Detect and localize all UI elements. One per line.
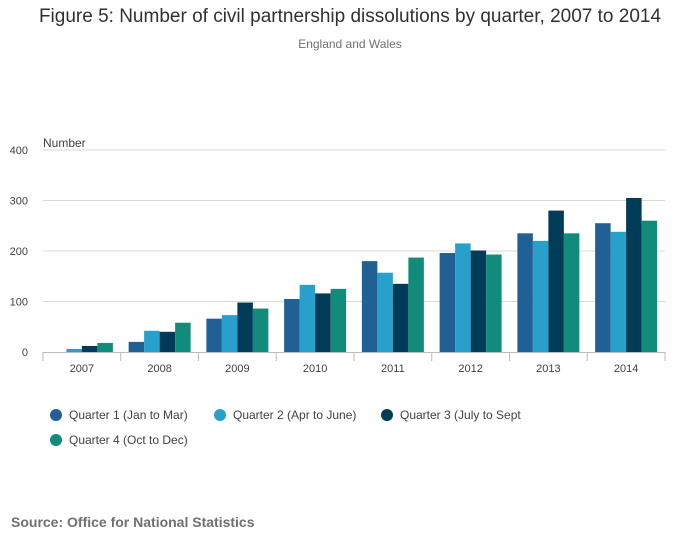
bar-2007-q3 bbox=[81, 345, 98, 352]
bar-2008-q3 bbox=[159, 331, 176, 352]
y-tick-label: 200 bbox=[10, 246, 28, 258]
x-tick-label: 2008 bbox=[147, 363, 171, 375]
bar-2009-q2 bbox=[221, 315, 238, 352]
bar-2012-q1 bbox=[439, 253, 456, 352]
bar-2011-q3 bbox=[392, 283, 409, 352]
x-tick-label: 2011 bbox=[381, 363, 405, 375]
x-tick-label: 2013 bbox=[536, 363, 560, 375]
legend-swatch bbox=[381, 409, 393, 421]
legend-label: Quarter 3 (July to Sept bbox=[400, 408, 521, 422]
bar-2008-q1 bbox=[128, 341, 145, 352]
legend-swatch bbox=[50, 409, 62, 421]
legend-label: Quarter 1 (Jan to Mar) bbox=[69, 408, 188, 422]
y-tick-label: 300 bbox=[10, 196, 28, 208]
bar-2009-q4 bbox=[252, 308, 269, 352]
y-tick-label: 0 bbox=[22, 347, 28, 359]
bar-2007-q2 bbox=[66, 348, 82, 352]
bar-2010-q3 bbox=[315, 293, 331, 352]
bar-2010-q1 bbox=[284, 298, 300, 352]
bar-2014-q2 bbox=[610, 231, 627, 352]
bar-2009-q1 bbox=[206, 318, 222, 352]
y-tick-label: 400 bbox=[10, 145, 28, 157]
x-tick-label: 2007 bbox=[70, 363, 94, 375]
bar-2013-q4 bbox=[563, 233, 580, 352]
chart-title: Figure 5: Number of civil partnership di… bbox=[38, 6, 662, 27]
legend-label: Quarter 2 (Apr to June) bbox=[233, 408, 357, 422]
legend-item-q4: Quarter 4 (Oct to Dec) bbox=[50, 433, 188, 447]
bar-2013-q1 bbox=[517, 233, 533, 352]
bar-2011-q4 bbox=[408, 257, 424, 352]
bar-2012-q3 bbox=[470, 250, 487, 352]
bar-2008-q2 bbox=[144, 330, 160, 352]
x-axis: 2007 2008 2009 2010 2011 2012 2013 2014 bbox=[42, 352, 666, 375]
bar-2008-q4 bbox=[175, 322, 191, 352]
chart-subtitle: England and Wales bbox=[298, 37, 402, 51]
bar-2014-q3 bbox=[626, 197, 642, 352]
x-tick-label: 2010 bbox=[303, 363, 327, 375]
bar-2014-q1 bbox=[595, 223, 611, 352]
bar-2010-q4 bbox=[330, 288, 347, 352]
bar-2012-q2 bbox=[455, 243, 471, 352]
bar-2013-q2 bbox=[532, 240, 549, 352]
legend-item-q2: Quarter 2 (Apr to June) bbox=[214, 408, 356, 422]
x-tick-label: 2012 bbox=[458, 363, 482, 375]
legend-swatch bbox=[214, 409, 226, 421]
y-tick-label: 100 bbox=[10, 297, 28, 309]
x-tick-label: 2014 bbox=[614, 363, 638, 375]
legend-item-q1: Quarter 1 (Jan to Mar) bbox=[50, 408, 188, 422]
legend-item-q3: Quarter 3 (July to Sept bbox=[381, 408, 521, 422]
chart-plot: Number 0 100 200 300 400 2007 2008 2009 2010 201… bbox=[10, 136, 666, 375]
bar-2012-q4 bbox=[486, 254, 502, 352]
y-axis-label: Number bbox=[43, 136, 86, 150]
bar-2007-q4 bbox=[97, 342, 113, 352]
legend-swatch bbox=[50, 434, 62, 446]
bar-2010-q2 bbox=[299, 284, 316, 352]
x-tick-label: 2009 bbox=[225, 363, 249, 375]
bar-2009-q3 bbox=[237, 302, 253, 352]
bars bbox=[66, 197, 658, 352]
bar-2011-q1 bbox=[361, 261, 378, 352]
bar-2011-q2 bbox=[377, 272, 393, 352]
bar-2013-q3 bbox=[548, 210, 564, 352]
bar-2014-q4 bbox=[641, 220, 658, 352]
legend-label: Quarter 4 (Oct to Dec) bbox=[69, 433, 188, 447]
source-note: Source: Office for National Statistics bbox=[11, 514, 255, 530]
